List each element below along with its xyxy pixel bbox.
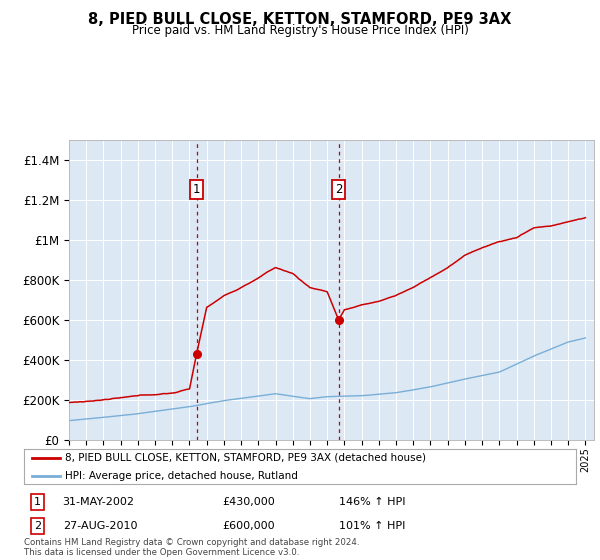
Text: 2: 2 <box>335 184 343 197</box>
Text: 31-MAY-2002: 31-MAY-2002 <box>62 497 134 507</box>
Text: Price paid vs. HM Land Registry's House Price Index (HPI): Price paid vs. HM Land Registry's House … <box>131 24 469 36</box>
Text: 8, PIED BULL CLOSE, KETTON, STAMFORD, PE9 3AX (detached house): 8, PIED BULL CLOSE, KETTON, STAMFORD, PE… <box>65 453 427 463</box>
Text: 2: 2 <box>34 521 41 531</box>
Text: Contains HM Land Registry data © Crown copyright and database right 2024.
This d: Contains HM Land Registry data © Crown c… <box>24 538 359 557</box>
Text: 1: 1 <box>34 497 41 507</box>
Text: 8, PIED BULL CLOSE, KETTON, STAMFORD, PE9 3AX: 8, PIED BULL CLOSE, KETTON, STAMFORD, PE… <box>88 12 512 27</box>
Text: HPI: Average price, detached house, Rutland: HPI: Average price, detached house, Rutl… <box>65 470 298 480</box>
Text: 27-AUG-2010: 27-AUG-2010 <box>62 521 137 531</box>
Text: 146% ↑ HPI: 146% ↑ HPI <box>338 497 405 507</box>
Text: 101% ↑ HPI: 101% ↑ HPI <box>338 521 405 531</box>
Text: £430,000: £430,000 <box>223 497 275 507</box>
Text: £600,000: £600,000 <box>223 521 275 531</box>
Text: 1: 1 <box>193 184 200 197</box>
